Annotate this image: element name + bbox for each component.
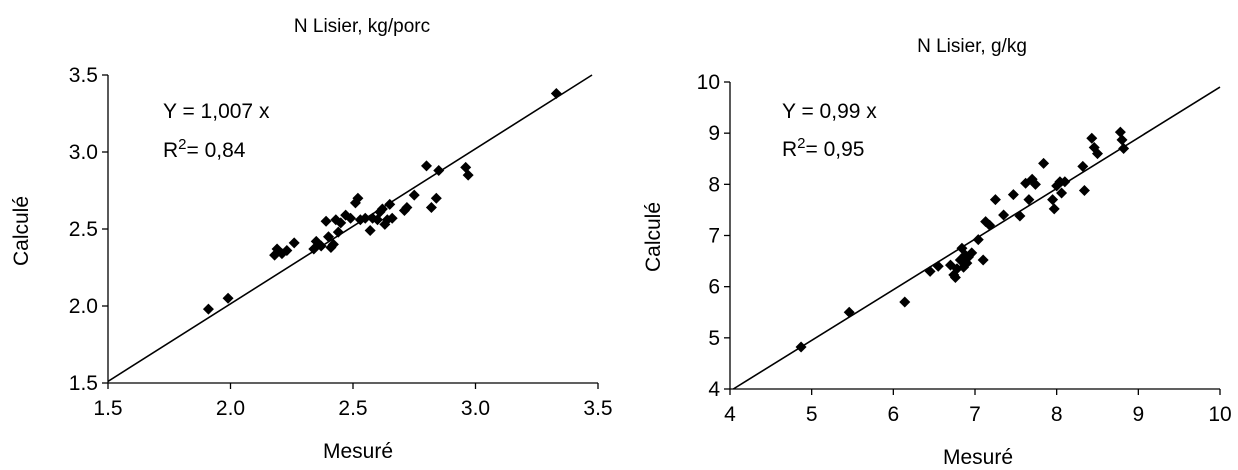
x-tick-label: 1.5 — [93, 397, 122, 420]
data-point — [430, 192, 442, 204]
data-point — [315, 240, 327, 252]
data-point — [998, 209, 1010, 221]
data-point — [1056, 187, 1068, 199]
y-tick-label: 9 — [708, 122, 720, 145]
data-point — [977, 254, 989, 266]
y-axis-label: Calculé — [642, 202, 665, 272]
data-point — [972, 234, 984, 246]
x-tick-label: 7 — [969, 403, 981, 426]
data-point — [1092, 148, 1103, 160]
data-point — [335, 217, 347, 229]
y-tick-label: 6 — [708, 276, 720, 299]
data-point — [984, 219, 996, 231]
data-point — [1007, 189, 1019, 201]
x-tick-label: 4 — [724, 403, 736, 426]
x-tick-label: 6 — [887, 403, 899, 426]
data-point — [288, 237, 300, 249]
data-point — [401, 201, 413, 213]
regression-equation: Y = 1,007 x — [163, 100, 270, 123]
x-axis-label: Mesuré — [323, 440, 393, 463]
y-tick-label: 1.5 — [69, 372, 98, 395]
chart-title: N Lisier, g/kg — [917, 36, 1027, 57]
data-point — [421, 160, 432, 172]
data-point — [1118, 143, 1130, 155]
data-point — [433, 164, 445, 176]
data-point — [899, 296, 911, 308]
data-point — [966, 247, 978, 259]
data-point — [1048, 203, 1060, 215]
data-point — [384, 198, 396, 210]
data-point — [1023, 194, 1035, 206]
data-point — [408, 189, 420, 201]
r-squared-superscript: 2 — [797, 135, 805, 152]
data-point — [281, 245, 293, 257]
y-tick-label: 8 — [708, 173, 720, 196]
r-squared-prefix: R — [163, 139, 178, 162]
r-squared-prefix: R — [782, 138, 797, 161]
r-squared-annotation: R2= 0,95 — [782, 135, 865, 161]
data-point — [1116, 134, 1128, 146]
r-squared-value: = 0,95 — [806, 138, 865, 161]
x-tick-label: 8 — [1051, 403, 1063, 426]
scatter-chart-n-lisier-kg-porc: N Lisier, kg/porc Y = 1,007 x R2= 0,84 M… — [10, 16, 613, 463]
y-tick-label: 5 — [708, 327, 720, 350]
y-tick-label: 2.0 — [69, 295, 98, 318]
data-point — [550, 87, 562, 99]
y-tick-label: 7 — [708, 225, 720, 248]
data-point — [222, 292, 234, 304]
data-point — [924, 265, 936, 277]
data-point — [359, 212, 371, 224]
data-point — [386, 212, 398, 224]
x-axis-label: Mesuré — [943, 446, 1013, 469]
x-tick-label: 3.0 — [461, 397, 490, 420]
x-tick-label: 10 — [1208, 403, 1231, 426]
data-point — [376, 203, 388, 215]
data-point — [364, 225, 376, 237]
data-point — [1038, 157, 1050, 169]
x-tick-label: 5 — [806, 403, 818, 426]
data-point — [332, 226, 344, 238]
y-axis-label: Calculé — [10, 196, 33, 266]
x-tick-label: 9 — [1132, 403, 1144, 426]
data-point — [795, 341, 807, 353]
data-point — [323, 231, 334, 243]
data-point — [949, 271, 961, 283]
data-point — [1047, 194, 1059, 206]
r-squared-value: = 0,84 — [187, 139, 246, 162]
y-tick-label: 2.5 — [69, 218, 98, 241]
data-point — [989, 194, 1001, 206]
scatter-chart-n-lisier-g-kg: N Lisier, g/kg Y = 0,99 x R2= 0,95 Mesur… — [642, 36, 1232, 469]
data-point — [1059, 176, 1071, 188]
regression-equation: Y = 0,99 x — [782, 100, 877, 123]
y-tick-label: 10 — [697, 71, 720, 94]
data-point — [425, 201, 437, 213]
chart-title: N Lisier, kg/porc — [294, 16, 430, 37]
y-tick-label: 3.0 — [69, 141, 98, 164]
data-point — [327, 238, 339, 250]
regression-line — [107, 74, 593, 383]
x-tick-label: 3.5 — [583, 397, 612, 420]
x-tick-label: 2.5 — [338, 397, 367, 420]
data-point — [1014, 210, 1026, 222]
data-point — [932, 260, 944, 272]
data-point — [345, 212, 357, 224]
r-squared-annotation: R2= 0,84 — [163, 136, 246, 162]
data-point — [1078, 184, 1090, 196]
data-point — [843, 306, 855, 318]
data-point — [202, 303, 214, 315]
r-squared-superscript: 2 — [178, 136, 186, 153]
data-point — [1029, 178, 1041, 190]
data-point — [1086, 132, 1098, 144]
data-point — [320, 215, 332, 227]
data-point — [1077, 160, 1089, 172]
y-tick-label: 4 — [708, 378, 720, 401]
data-point — [1114, 126, 1126, 138]
y-tick-label: 3.5 — [69, 64, 98, 87]
data-point — [462, 169, 474, 181]
x-tick-label: 2.0 — [216, 397, 245, 420]
data-point — [352, 192, 364, 204]
